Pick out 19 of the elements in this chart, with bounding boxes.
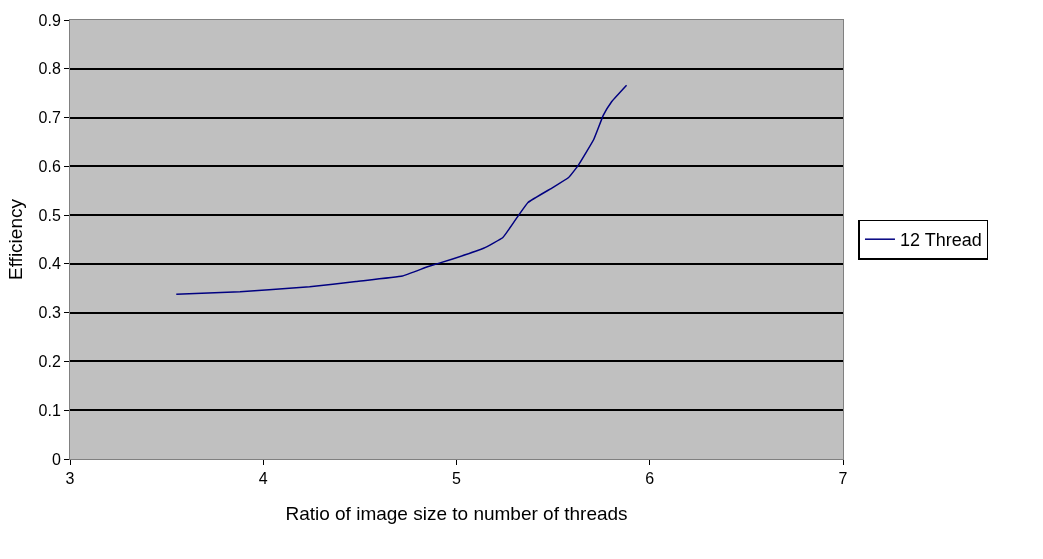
x-tick-label: 3 [65,470,75,488]
y-tick-label: 0.6 [38,157,61,175]
y-tick-label: 0.9 [38,11,61,29]
x-tick-label: 5 [452,470,462,488]
x-tick-label: 7 [838,470,848,488]
y-tick-label: 0 [51,450,61,468]
x-tick-label: 4 [258,470,268,488]
y-tick-label: 0.1 [38,401,61,419]
y-tick-label: 0.7 [38,109,61,127]
x-axis-title: Ratio of image size to number of threads [285,503,628,524]
legend-label: 12 Thread [899,230,982,251]
y-axis-title: Efficiency [5,198,26,280]
line-series [175,84,628,295]
y-tick-label: 0.3 [38,304,61,322]
y-tick-label: 0.5 [38,206,61,224]
y-tick-label: 0.8 [38,60,61,78]
x-tick-label: 6 [645,470,655,488]
y-tick-label: 0.2 [38,353,61,371]
y-tick-label: 0.4 [38,255,61,273]
